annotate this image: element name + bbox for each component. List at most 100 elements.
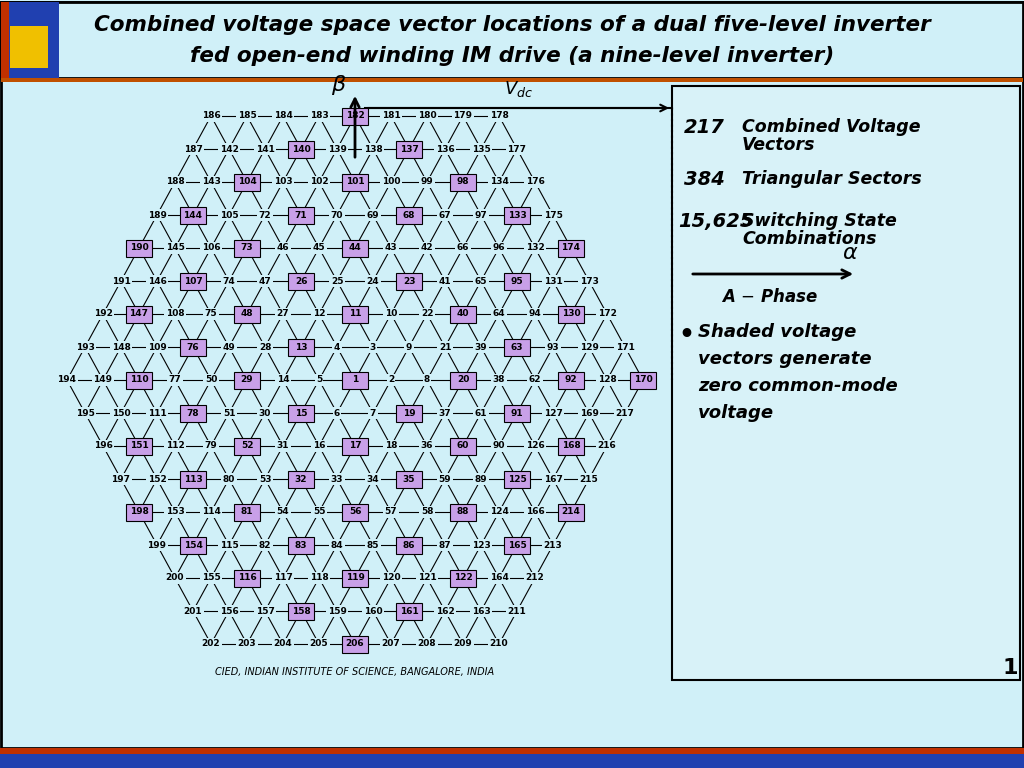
Text: 102: 102 (309, 177, 329, 187)
FancyBboxPatch shape (558, 504, 584, 521)
Text: 174: 174 (561, 243, 581, 253)
Text: 12: 12 (312, 310, 326, 319)
Text: 131: 131 (544, 276, 562, 286)
Text: 113: 113 (183, 475, 203, 484)
Text: 201: 201 (183, 607, 203, 615)
Text: Triangular Sectors: Triangular Sectors (742, 170, 922, 188)
Text: 79: 79 (205, 442, 217, 451)
Text: 88: 88 (457, 508, 469, 517)
FancyBboxPatch shape (342, 372, 368, 389)
Text: 86: 86 (402, 541, 416, 549)
Text: 24: 24 (367, 276, 379, 286)
Text: 27: 27 (276, 310, 290, 319)
Text: 40: 40 (457, 310, 469, 319)
Text: 129: 129 (580, 343, 598, 352)
FancyBboxPatch shape (288, 471, 314, 488)
Text: CIED, INDIAN INSTITUTE OF SCIENCE, BANGALORE, INDIA: CIED, INDIAN INSTITUTE OF SCIENCE, BANGA… (215, 667, 495, 677)
Text: 211: 211 (508, 607, 526, 615)
FancyBboxPatch shape (126, 438, 152, 455)
FancyBboxPatch shape (180, 273, 206, 290)
Text: 96: 96 (493, 243, 505, 253)
Text: Combined Voltage: Combined Voltage (742, 118, 921, 136)
Text: 17: 17 (349, 442, 361, 451)
Text: 114: 114 (202, 508, 220, 517)
Text: 69: 69 (367, 210, 379, 220)
Text: 142: 142 (219, 144, 239, 154)
Text: 39: 39 (475, 343, 487, 352)
Text: 152: 152 (147, 475, 166, 484)
FancyBboxPatch shape (288, 207, 314, 223)
Text: 66: 66 (457, 243, 469, 253)
Text: 46: 46 (276, 243, 290, 253)
Text: 134: 134 (489, 177, 509, 187)
FancyBboxPatch shape (396, 273, 422, 290)
Text: 171: 171 (615, 343, 635, 352)
Text: 52: 52 (241, 442, 253, 451)
Text: $V_{dc}$: $V_{dc}$ (504, 79, 534, 99)
Text: 29: 29 (241, 376, 253, 385)
FancyBboxPatch shape (1, 2, 1023, 78)
FancyBboxPatch shape (288, 405, 314, 422)
Text: 43: 43 (385, 243, 397, 253)
Text: 10: 10 (385, 310, 397, 319)
Text: 49: 49 (222, 343, 236, 352)
Text: 178: 178 (489, 111, 509, 121)
Text: 75: 75 (205, 310, 217, 319)
Text: 127: 127 (544, 409, 562, 418)
Text: 169: 169 (580, 409, 598, 418)
Text: 157: 157 (256, 607, 274, 615)
Text: 61: 61 (475, 409, 487, 418)
Text: 112: 112 (166, 442, 184, 451)
FancyBboxPatch shape (126, 240, 152, 257)
Text: 195: 195 (76, 409, 94, 418)
Text: 135: 135 (472, 144, 490, 154)
Text: 62: 62 (528, 376, 542, 385)
Text: 87: 87 (438, 541, 452, 549)
Text: 16: 16 (312, 442, 326, 451)
Text: 212: 212 (525, 574, 545, 582)
Text: 20: 20 (457, 376, 469, 385)
Text: 202: 202 (202, 640, 220, 648)
Text: 106: 106 (202, 243, 220, 253)
Text: 177: 177 (508, 144, 526, 154)
FancyBboxPatch shape (10, 26, 48, 68)
Text: A $-$ Phase: A $-$ Phase (721, 288, 818, 306)
FancyBboxPatch shape (396, 603, 422, 620)
Text: 141: 141 (256, 144, 274, 154)
FancyBboxPatch shape (234, 240, 260, 257)
Text: $\alpha$: $\alpha$ (842, 243, 858, 263)
Text: 1: 1 (352, 376, 358, 385)
Text: 170: 170 (634, 376, 652, 385)
Text: 207: 207 (382, 640, 400, 648)
Text: 9: 9 (406, 343, 413, 352)
Text: 57: 57 (385, 508, 397, 517)
Text: 25: 25 (331, 276, 343, 286)
FancyBboxPatch shape (558, 306, 584, 323)
FancyBboxPatch shape (288, 603, 314, 620)
Text: 73: 73 (241, 243, 253, 253)
Text: 45: 45 (312, 243, 326, 253)
FancyBboxPatch shape (396, 471, 422, 488)
FancyBboxPatch shape (630, 372, 656, 389)
FancyBboxPatch shape (180, 405, 206, 422)
Text: 147: 147 (129, 310, 148, 319)
FancyBboxPatch shape (342, 570, 368, 587)
Text: 6: 6 (334, 409, 340, 418)
Text: Switching State: Switching State (742, 212, 897, 230)
Text: 215: 215 (580, 475, 598, 484)
Text: 91: 91 (511, 409, 523, 418)
Text: 30: 30 (259, 409, 271, 418)
Text: 163: 163 (472, 607, 490, 615)
FancyBboxPatch shape (672, 86, 1020, 680)
FancyBboxPatch shape (0, 753, 1024, 768)
FancyBboxPatch shape (342, 174, 368, 190)
Text: 198: 198 (130, 508, 148, 517)
FancyBboxPatch shape (342, 504, 368, 521)
Text: 56: 56 (349, 508, 361, 517)
FancyBboxPatch shape (450, 570, 476, 587)
FancyBboxPatch shape (342, 306, 368, 323)
Text: 107: 107 (183, 276, 203, 286)
Text: Shaded voltage
vectors generate
zero common-mode
voltage: Shaded voltage vectors generate zero com… (698, 323, 898, 422)
Text: 89: 89 (475, 475, 487, 484)
Text: 7: 7 (370, 409, 376, 418)
